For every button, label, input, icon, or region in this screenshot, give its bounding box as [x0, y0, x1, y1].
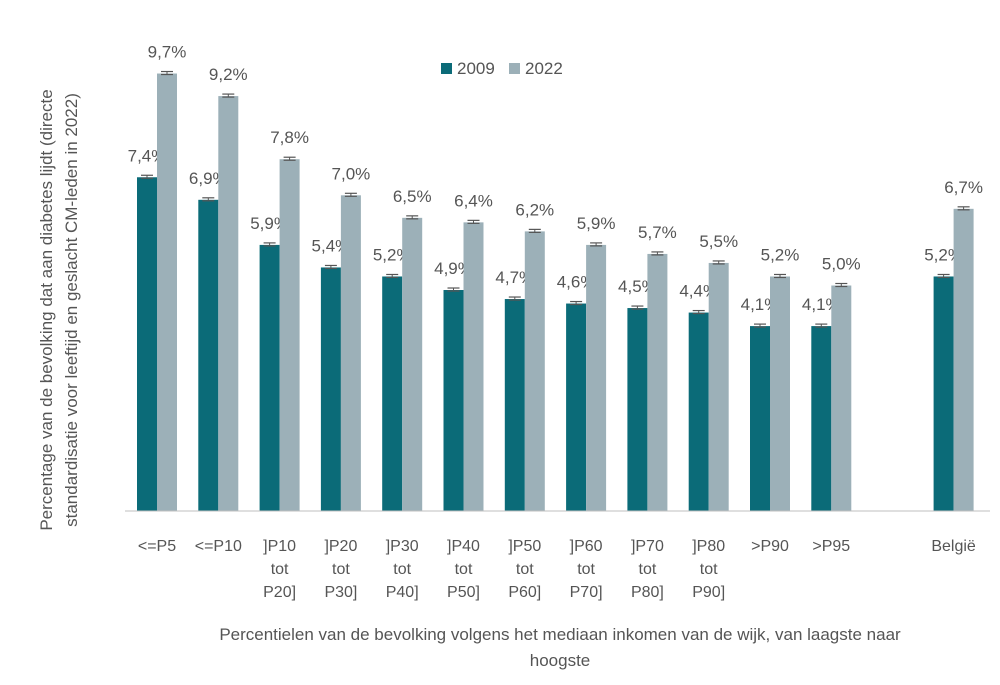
bar-2009-3 [320, 267, 341, 511]
data-label-2022-0: 9,7% [148, 43, 187, 62]
data-label-2022-12: 6,7% [944, 178, 983, 197]
x-tick-label-8: tot [639, 561, 657, 578]
bars-layer: 7,4% 9,7% 6,9% 9,2% 5,9% 7,8% 5,4% 7,0% 5,2% 6,5%… [128, 43, 983, 512]
x-tick-label-8: ]P70 [631, 538, 664, 555]
bar-2009-1 [198, 199, 219, 511]
x-tick-label-7: ]P60 [570, 538, 603, 555]
x-tick-label-6: P60] [508, 584, 541, 601]
bar-2022-7 [586, 244, 607, 511]
data-label-2009-2: 5,9% [250, 214, 289, 233]
legend-swatch-2022 [509, 63, 520, 74]
data-label-2022-2: 7,8% [270, 128, 309, 147]
x-axis-title: Percentielen van de bevolking volgens he… [219, 625, 901, 670]
x-axis-title-line: Percentielen van de bevolking volgens he… [219, 625, 901, 644]
x-tick-label-11: >P95 [812, 538, 850, 555]
data-label-2009-10: 4,1% [741, 295, 780, 314]
bar-2022-9 [708, 262, 729, 511]
bar-2009-5 [443, 290, 464, 511]
x-axis-title-line: hoogste [530, 651, 591, 670]
bar-2022-8 [647, 253, 668, 511]
data-label-2022-11: 5,0% [822, 255, 861, 274]
data-label-2022-6: 6,2% [515, 200, 554, 219]
bar-2009-7 [566, 303, 587, 511]
bar-2022-10 [770, 276, 790, 511]
data-label-2009-9: 4,4% [679, 282, 718, 301]
bar-2009-9 [688, 312, 709, 511]
x-tick-label-9: P90] [692, 584, 725, 601]
x-tick-label-5: tot [455, 561, 473, 578]
x-tick-label-4: tot [393, 561, 411, 578]
x-tick-label-9: ]P80 [692, 538, 725, 555]
data-label-2009-6: 4,7% [495, 268, 534, 287]
bar-2009-12 [933, 276, 954, 511]
legend-label-2009: 2009 [457, 59, 495, 78]
bar-2022-6 [524, 231, 545, 511]
legend-label-2022: 2022 [525, 59, 563, 78]
data-label-2022-4: 6,5% [393, 187, 432, 206]
bar-2022-4 [402, 217, 423, 511]
x-tick-label-4: P40] [386, 584, 419, 601]
bar-2009-11 [811, 326, 832, 511]
x-tick-label-3: P30] [324, 584, 357, 601]
bar-2022-2 [279, 159, 300, 511]
data-label-2022-7: 5,9% [577, 214, 616, 233]
bar-2022-11 [831, 285, 852, 511]
data-label-2022-3: 7,0% [332, 164, 371, 183]
x-tick-label-8: P80] [631, 584, 664, 601]
data-label-2022-10: 5,2% [761, 245, 800, 264]
y-axis-title: Percentage van de bevolking dat aan diab… [37, 89, 81, 530]
data-label-2009-12: 5,2% [924, 245, 963, 264]
y-axis-title-line: standardisatie voor leeftijd en geslacht… [62, 93, 81, 527]
legend-swatch-2009 [441, 63, 452, 74]
x-tick-label-9: tot [700, 561, 718, 578]
bar-2022-1 [218, 96, 239, 511]
bar-2009-4 [382, 276, 403, 511]
x-tick-label-1: <=P10 [195, 538, 242, 555]
x-tick-label-2: tot [271, 561, 289, 578]
bar-2009-0 [137, 177, 157, 511]
x-tick-label-3: ]P20 [324, 538, 357, 555]
x-tick-label-5: P50] [447, 584, 480, 601]
x-tick-label-7: tot [577, 561, 595, 578]
x-tick-label-0: <=P5 [138, 538, 176, 555]
x-tick-labels: <=P5 <=P10 ]P10 tot P20] ]P20 tot P30] ]P30 tot P4… [138, 538, 976, 601]
bar-2022-12 [953, 208, 974, 511]
x-tick-label-12: België [931, 538, 976, 555]
data-label-2009-7: 4,6% [557, 273, 596, 292]
data-label-2009-3: 5,4% [312, 236, 351, 255]
x-tick-label-4: ]P30 [386, 538, 419, 555]
data-label-2022-1: 9,2% [209, 65, 248, 84]
data-label-2022-5: 6,4% [454, 191, 493, 210]
x-tick-label-6: ]P50 [508, 538, 541, 555]
x-tick-label-5: ]P40 [447, 538, 480, 555]
bar-2022-3 [340, 195, 361, 512]
data-label-2009-1: 6,9% [189, 169, 228, 188]
data-label-2009-5: 4,9% [434, 259, 473, 278]
data-label-2009-8: 4,5% [618, 277, 657, 296]
x-tick-label-10: >P90 [751, 538, 789, 555]
data-label-2009-0: 7,4% [128, 146, 167, 165]
bar-2022-5 [463, 222, 484, 512]
data-label-2009-11: 4,1% [802, 295, 841, 314]
bar-2022-0 [157, 73, 177, 511]
data-label-2022-8: 5,7% [638, 223, 677, 242]
x-tick-label-2: P20] [263, 584, 296, 601]
bar-2009-10 [750, 326, 770, 511]
y-axis-title-line: Percentage van de bevolking dat aan diab… [37, 89, 56, 530]
bar-2009-6 [504, 299, 525, 511]
x-tick-label-2: ]P10 [263, 538, 296, 555]
legend: 2009 2022 [441, 59, 563, 78]
x-tick-label-7: P70] [570, 584, 603, 601]
x-tick-label-6: tot [516, 561, 534, 578]
data-label-2022-9: 5,5% [699, 232, 738, 251]
bar-2009-2 [259, 244, 280, 511]
data-label-2009-4: 5,2% [373, 245, 412, 264]
x-tick-label-3: tot [332, 561, 350, 578]
bar-2009-8 [627, 308, 648, 511]
